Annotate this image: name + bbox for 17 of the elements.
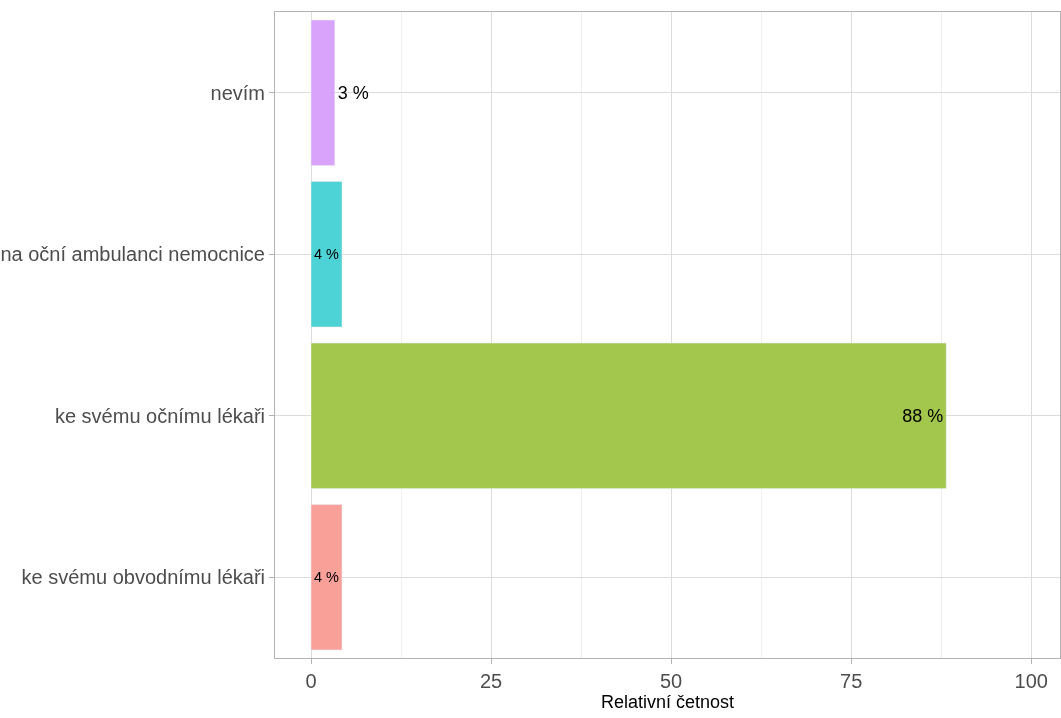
y-tick-label: ke svému očnímu lékaři — [54, 404, 265, 427]
bar — [310, 19, 336, 166]
bar — [310, 181, 343, 328]
y-tick-label: ke svému obvodnímu lékaři — [21, 566, 265, 589]
data-label: 3 % — [337, 82, 369, 103]
x-tick-label: 0 — [305, 670, 317, 692]
x-axis-title: Relativní četnost — [600, 692, 735, 713]
x-tick-label: 75 — [840, 670, 863, 692]
y-tick-label: nevím — [210, 81, 265, 104]
x-tick-label: 25 — [479, 670, 503, 692]
data-label: 88 % — [902, 405, 944, 426]
x-tick-label: 50 — [659, 670, 683, 692]
bar — [310, 504, 343, 651]
y-tick-label: na oční ambulanci nemocnice — [0, 243, 265, 266]
x-tick-label: 100 — [1014, 670, 1048, 692]
data-label: 4 % — [314, 569, 340, 586]
data-label: 4 % — [314, 246, 340, 263]
